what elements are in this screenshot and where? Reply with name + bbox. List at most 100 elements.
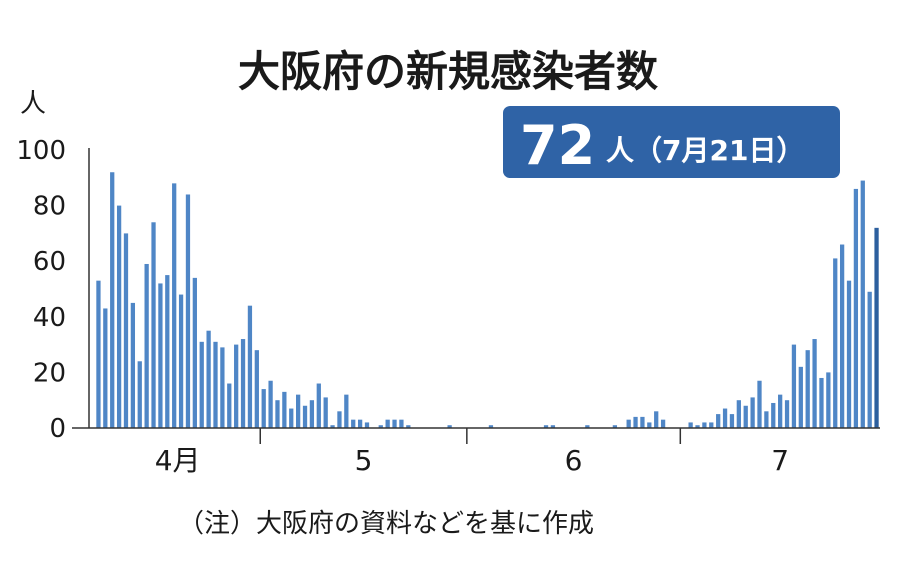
bar-8 (151, 222, 156, 428)
bar-66 (550, 425, 556, 428)
bar-41 (378, 425, 383, 428)
bar-108 (839, 244, 845, 428)
bar-12 (178, 294, 184, 428)
bar-45 (406, 425, 411, 428)
callout-date: （7月21日） (634, 134, 804, 167)
bar-87 (695, 425, 700, 428)
bar-38 (357, 419, 363, 428)
bar-44 (399, 419, 404, 428)
bar-13 (185, 194, 191, 428)
bar-16 (206, 330, 211, 428)
bar-86 (688, 422, 693, 428)
latest-callout: 72 人 （7月21日） (503, 106, 840, 178)
bar-29 (296, 394, 301, 428)
bar-18 (220, 347, 225, 428)
y-tick-labels: 0 20 40 60 80 100 (16, 136, 66, 444)
bar-65 (543, 425, 549, 428)
bar-104 (812, 339, 817, 428)
bar-99 (778, 394, 783, 428)
bar-21 (240, 339, 246, 428)
bar-2 (110, 172, 115, 428)
bar-6 (137, 361, 142, 428)
bar-14 (192, 277, 197, 428)
bar-0 (96, 280, 101, 428)
chart-title: 大阪府の新規感染者数 (238, 47, 658, 96)
bar-25 (268, 380, 273, 428)
bar-24 (261, 389, 266, 428)
y-tick-label-0: 0 (49, 414, 66, 444)
y-tick-label-2: 40 (33, 303, 66, 333)
bar-82 (660, 419, 666, 428)
bar-107 (833, 258, 838, 428)
bar-34 (330, 425, 335, 428)
bar-109 (846, 280, 852, 428)
bar-26 (275, 400, 280, 428)
bar-100 (784, 400, 790, 428)
bar-77 (626, 419, 631, 428)
y-unit-label: 人 (20, 89, 46, 119)
x-tick-label-0: 4月 (155, 444, 201, 477)
bar-79 (640, 416, 645, 428)
callout-value: 72 (520, 114, 595, 177)
callout-background (503, 106, 840, 178)
bar-15 (199, 341, 204, 428)
bar-106 (826, 372, 831, 428)
bar-81 (654, 411, 659, 428)
bar-92 (729, 414, 735, 428)
y-tick-label-4: 80 (33, 192, 66, 222)
x-tick-label-1: 5 (355, 444, 373, 477)
bar-39 (364, 422, 370, 428)
y-tick-label-1: 20 (33, 358, 66, 388)
bar-78 (633, 416, 638, 428)
y-tick-label-5: 100 (16, 136, 66, 166)
bar-89 (709, 422, 714, 428)
bar-11 (172, 183, 177, 428)
bar-103 (805, 350, 810, 428)
bar-71 (585, 425, 590, 428)
bar-10 (165, 275, 170, 428)
bar-1 (103, 308, 108, 428)
bar-80 (647, 422, 652, 428)
bar-20 (234, 344, 239, 428)
bar-43 (392, 419, 397, 428)
bar-36 (344, 394, 349, 428)
x-tick-label-2: 6 (565, 444, 583, 477)
bar-102 (798, 366, 803, 428)
bar-5 (130, 302, 136, 428)
bar-111 (860, 180, 865, 428)
bar-31 (309, 400, 315, 428)
bar-95 (750, 397, 755, 428)
bar-32 (316, 383, 321, 428)
x-tick-label-3: 7 (771, 444, 789, 477)
bar-30 (302, 405, 308, 428)
bar-7 (144, 263, 149, 428)
bar-88 (702, 422, 707, 428)
bar-33 (323, 397, 328, 428)
x-axis (72, 148, 880, 444)
bar-90 (716, 414, 721, 428)
bar-42 (385, 419, 390, 428)
bar-105 (819, 377, 824, 428)
bar-37 (351, 419, 356, 428)
bar-4 (123, 233, 129, 428)
bar-35 (337, 411, 342, 428)
bar-23 (254, 350, 259, 428)
bar-94 (743, 405, 748, 428)
bar-3 (116, 205, 122, 428)
bar-93 (736, 400, 741, 428)
bar-91 (722, 408, 728, 428)
y-tick-label-3: 60 (33, 247, 66, 277)
bar-75 (612, 425, 618, 428)
bar-110 (853, 188, 859, 428)
bars (96, 172, 879, 428)
callout-unit: 人 (606, 134, 634, 167)
bar-9 (158, 283, 163, 428)
bar-101 (791, 344, 797, 428)
bar-51 (447, 425, 452, 428)
bar-96 (757, 380, 762, 428)
bar-113 (874, 227, 879, 428)
bar-17 (213, 341, 218, 428)
bar-27 (282, 391, 287, 428)
bar-97 (764, 411, 769, 428)
